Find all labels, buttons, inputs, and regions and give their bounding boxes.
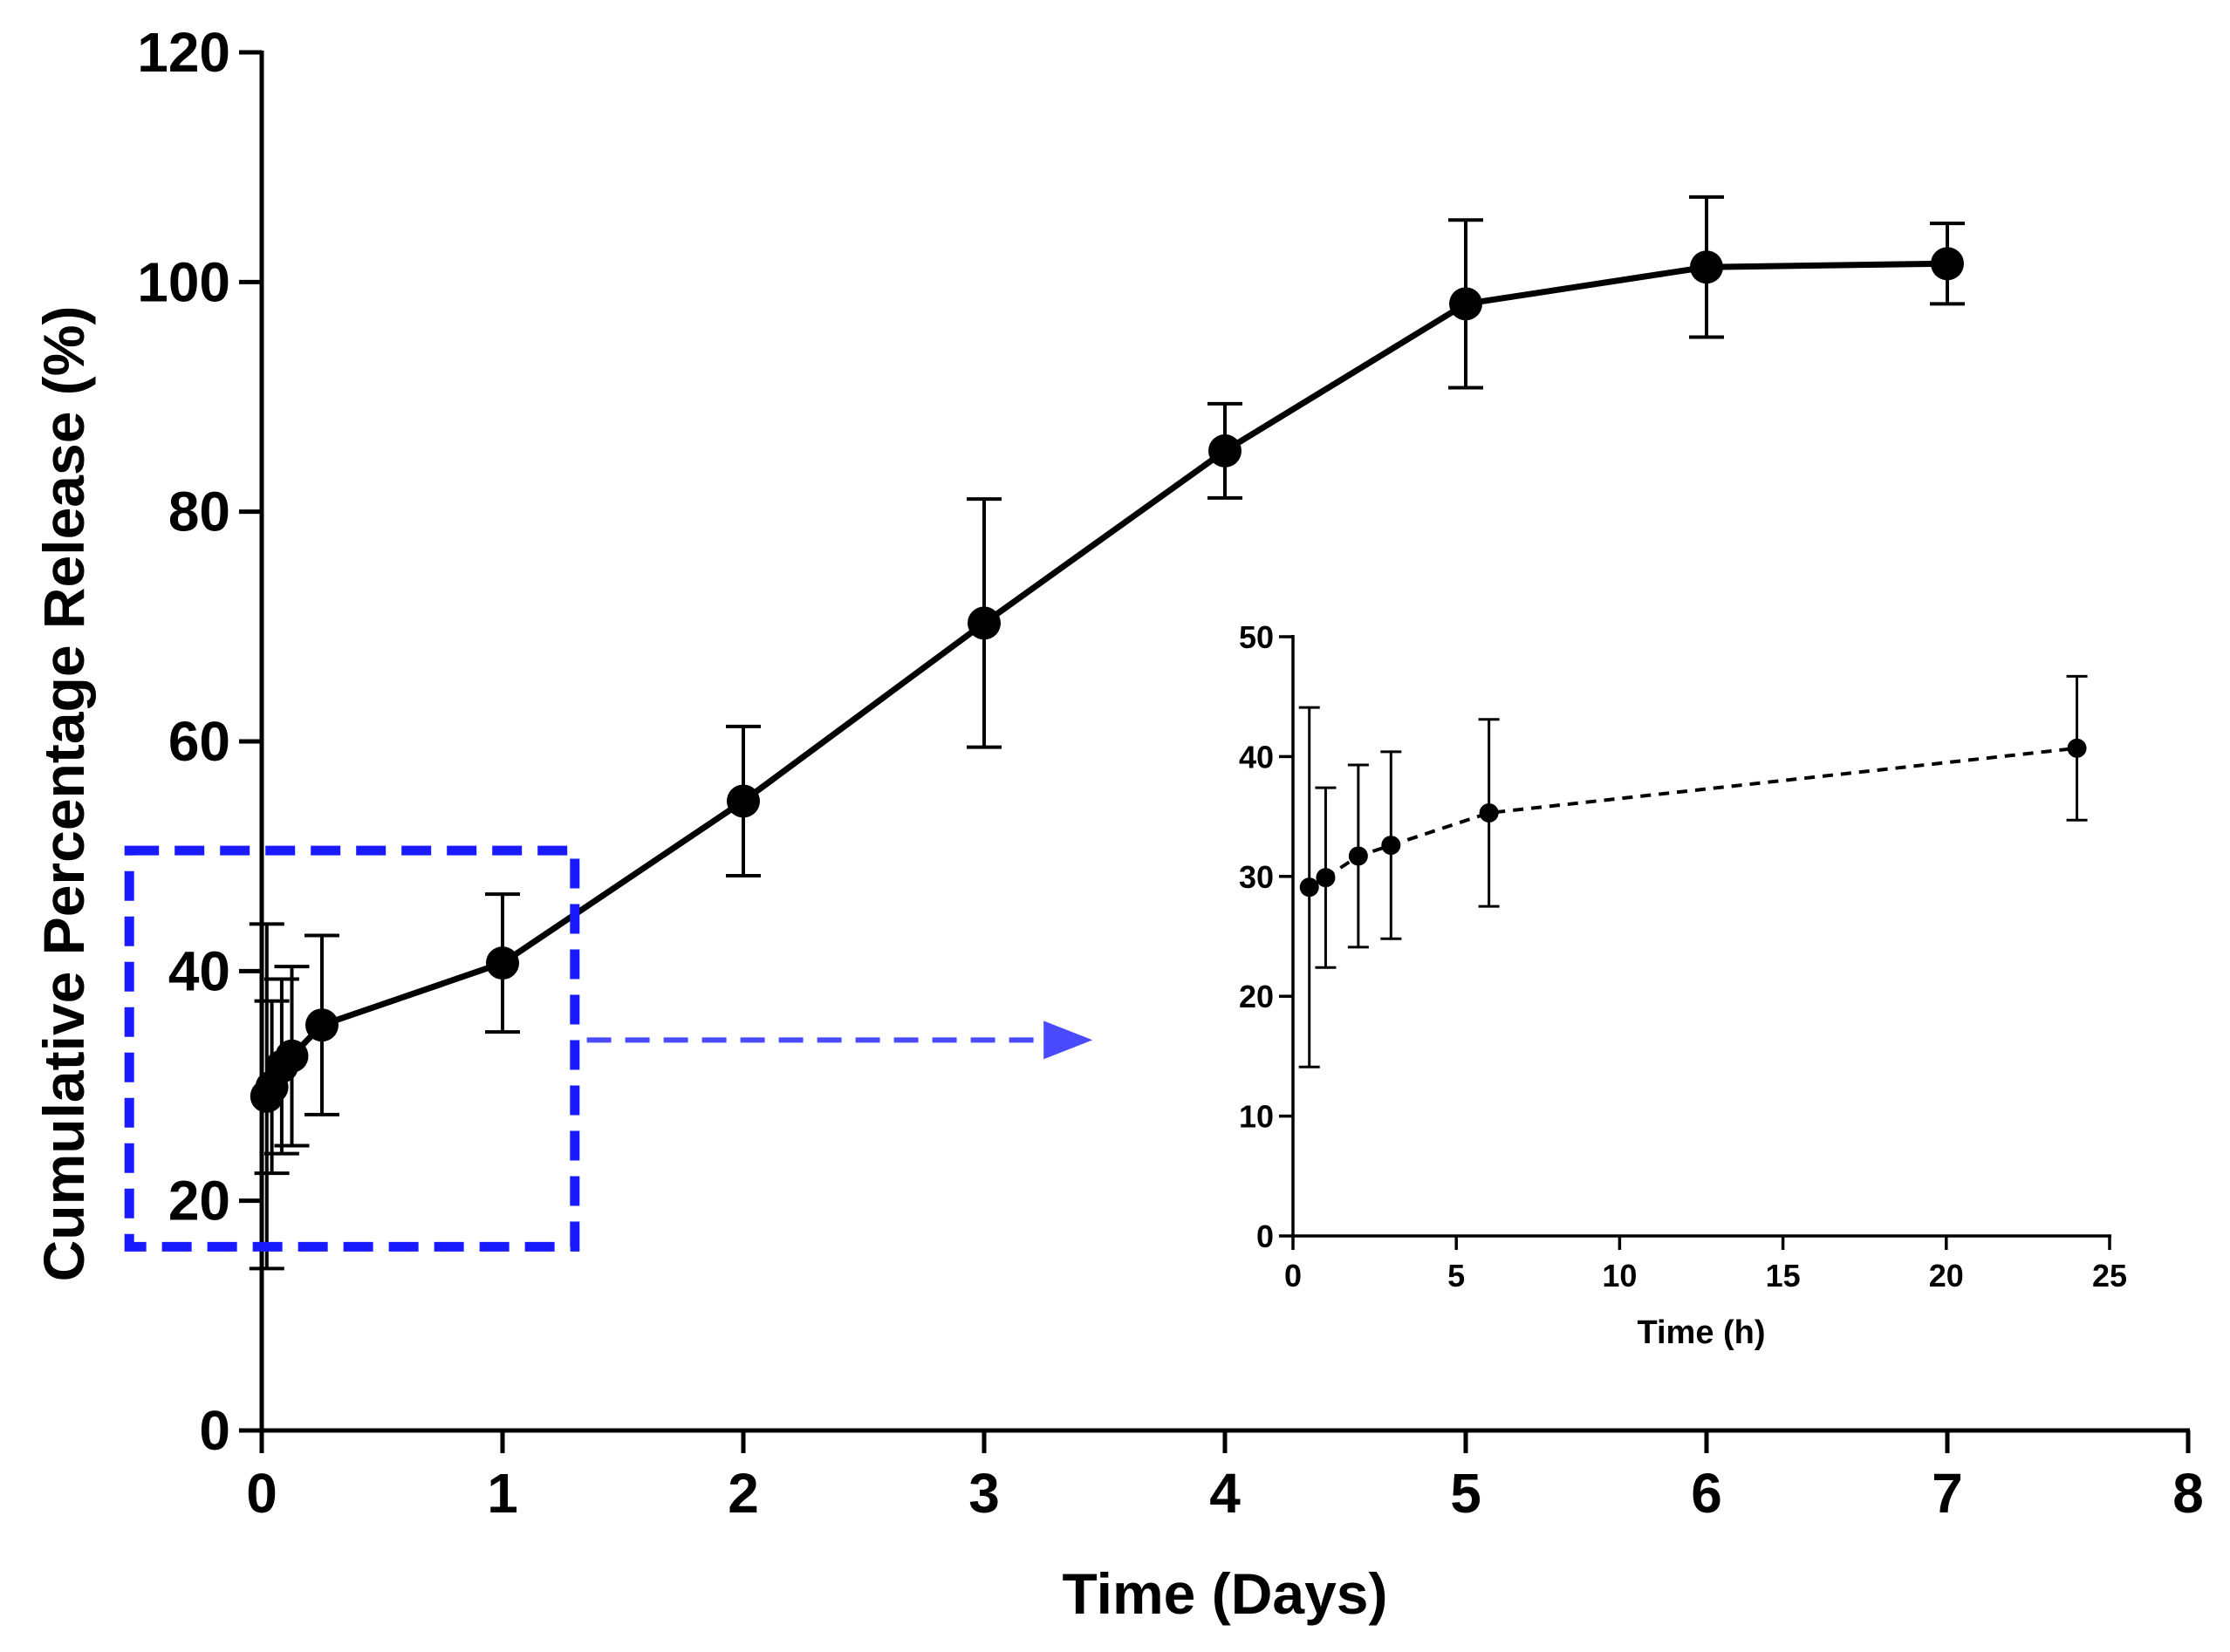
- inset-data-point: [1299, 877, 1319, 898]
- inset-data-point: [1381, 836, 1401, 856]
- main-series-line: [263, 260, 1948, 1098]
- main-x-tick-label: 7: [1932, 1462, 1963, 1525]
- main-x-tick-label: 4: [1209, 1462, 1241, 1525]
- inset-y-tick-label: 40: [1239, 739, 1274, 775]
- main-data-point: [486, 946, 519, 980]
- main-x-tick-label: 0: [246, 1462, 277, 1525]
- inset-y-tick-label: 30: [1239, 859, 1274, 895]
- inset-data-point: [1479, 802, 1499, 823]
- main-data-point: [1690, 250, 1723, 284]
- main-data-point: [1931, 247, 1964, 281]
- main-x-tick-label: 8: [2172, 1462, 2204, 1525]
- main-y-tick-label: 40: [168, 939, 230, 1002]
- main-y-tick-label: 100: [137, 250, 230, 313]
- main-data-point: [727, 784, 760, 818]
- main-data-point: [305, 1008, 339, 1042]
- main-data-point: [968, 606, 1001, 640]
- main-data-point: [1208, 433, 1242, 468]
- inset-ticks: 0 5 10 15 20 25 0 10 20 30 40 50: [1239, 619, 2127, 1294]
- main-y-tick-label: 80: [168, 481, 230, 543]
- main-y-tick-label: 0: [199, 1399, 230, 1462]
- inset-y-tick-label: 50: [1239, 619, 1274, 655]
- inset-data-point: [2067, 738, 2087, 758]
- main-x-tick-label: 1: [487, 1462, 518, 1525]
- main-data-point: [275, 1039, 309, 1073]
- zoom-annotations: [124, 845, 1093, 1252]
- inset-y-tick-label: 0: [1256, 1219, 1274, 1254]
- zoom-arrow-head: [1043, 1021, 1093, 1060]
- inset-data-point: [1316, 868, 1336, 888]
- main-data-point: [1449, 287, 1482, 321]
- inset-y-tick-label: 10: [1239, 1099, 1274, 1135]
- inset-data-point: [1348, 846, 1368, 866]
- inset-axes: [1291, 635, 2111, 1238]
- main-x-tick-label: 6: [1691, 1462, 1722, 1525]
- inset-x-tick-label: 5: [1447, 1258, 1465, 1294]
- inset-plot: 0 5 10 15 20 25 0 10 20 30 40 50 Time (h): [1239, 619, 2127, 1351]
- main-y-axis-title: Cumulative Percentage Release (%): [31, 306, 96, 1282]
- inset-x-tick-label: 20: [1929, 1258, 1964, 1294]
- main-data: [249, 195, 1965, 1271]
- zoom-box: [124, 845, 580, 1252]
- inset-x-axis-title: Time (h): [1637, 1314, 1765, 1351]
- main-y-tick-label: 20: [168, 1170, 230, 1232]
- inset-x-tick-label: 15: [1766, 1258, 1801, 1294]
- main-axes: [259, 51, 2190, 1433]
- inset-y-tick-label: 20: [1239, 979, 1274, 1014]
- main-x-tick-label: 5: [1450, 1462, 1481, 1525]
- inset-x-tick-label: 25: [2092, 1258, 2127, 1294]
- inset-x-tick-label: 10: [1602, 1258, 1637, 1294]
- main-x-axis-title: Time (Days): [1063, 1561, 1388, 1626]
- main-y-tick-label: 120: [137, 21, 230, 84]
- main-y-tick-label: 60: [168, 710, 230, 773]
- inset-series-line: [1308, 746, 2077, 889]
- inset-x-tick-label: 0: [1284, 1258, 1302, 1294]
- main-x-tick-label: 2: [728, 1462, 759, 1525]
- main-x-tick-label: 3: [968, 1462, 1000, 1525]
- inset-data: [1298, 674, 2088, 1068]
